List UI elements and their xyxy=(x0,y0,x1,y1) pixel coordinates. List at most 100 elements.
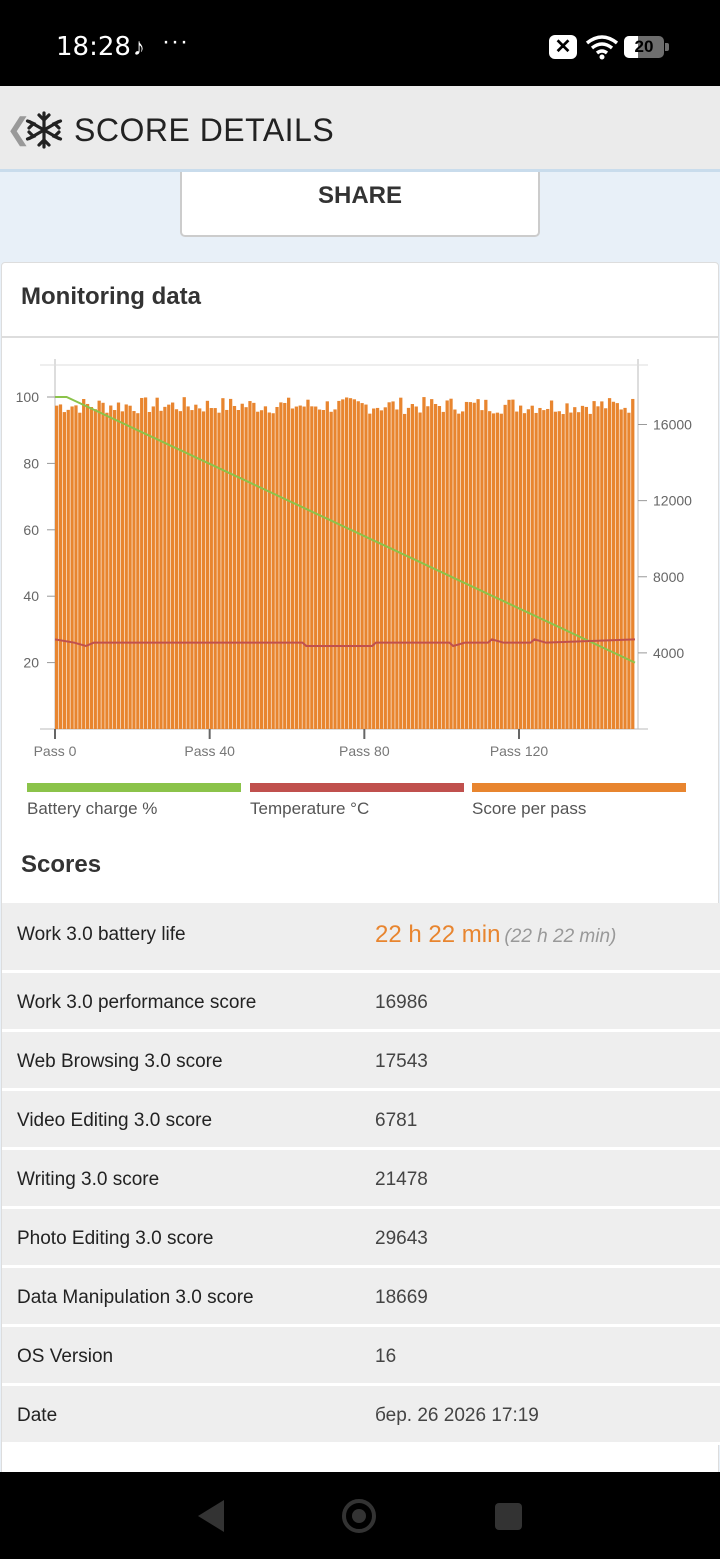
score-bar xyxy=(519,405,523,729)
score-bar xyxy=(557,411,561,729)
nav-home-icon[interactable] xyxy=(342,1499,376,1533)
score-bar xyxy=(573,407,577,729)
score-bar xyxy=(337,400,341,729)
monitoring-card: Monitoring data 100 80 60 40 20 16000 12000 800… xyxy=(1,262,720,1472)
score-bar xyxy=(267,412,271,729)
score-bar xyxy=(325,401,329,729)
score-bar xyxy=(178,411,182,729)
left-tick-label: 60 xyxy=(23,522,39,538)
table-row: Work 3.0 performance score 16986 xyxy=(2,973,720,1032)
score-bar xyxy=(317,409,322,729)
score-bar xyxy=(549,400,554,729)
scores-title: Scores xyxy=(21,851,102,878)
score-bar xyxy=(348,398,353,729)
score-bar xyxy=(341,399,345,729)
row-value: 16 xyxy=(375,1346,397,1367)
score-bar xyxy=(329,411,333,729)
x-tick-label: Pass 80 xyxy=(339,743,390,759)
score-bar xyxy=(403,413,407,729)
score-bar xyxy=(89,407,94,729)
nav-recents-icon[interactable] xyxy=(495,1503,522,1530)
row-label: Date xyxy=(17,1405,58,1426)
score-bar xyxy=(430,399,434,729)
score-bar xyxy=(453,409,457,729)
score-bar xyxy=(198,408,202,729)
row-label: Work 3.0 battery life xyxy=(17,924,186,945)
right-tick-label: 16000 xyxy=(653,417,692,433)
navigation-bar xyxy=(0,1472,720,1559)
legend-temperature: Temperature °C xyxy=(250,783,464,819)
score-bar xyxy=(194,404,198,729)
legend-label-score: Score per pass xyxy=(472,799,587,818)
score-bar xyxy=(426,406,430,729)
score-bar xyxy=(93,409,97,729)
score-bar xyxy=(259,410,264,729)
table-row: Video Editing 3.0 score 6781 xyxy=(2,1091,720,1150)
score-bar xyxy=(140,397,144,729)
score-bar xyxy=(468,402,472,729)
score-bar xyxy=(511,399,515,729)
score-bar xyxy=(109,405,113,729)
score-bar xyxy=(159,410,163,729)
score-bar xyxy=(256,411,260,729)
x-tick-label: Pass 120 xyxy=(490,743,549,759)
row-label: Web Browsing 3.0 score xyxy=(17,1051,223,1072)
score-bar xyxy=(503,404,507,729)
score-bar xyxy=(132,411,136,729)
score-bar xyxy=(287,397,291,729)
score-bar xyxy=(283,402,287,729)
score-bar xyxy=(263,406,268,729)
score-bar xyxy=(85,403,90,729)
score-bar xyxy=(244,407,248,729)
score-bar xyxy=(314,406,318,729)
score-bar xyxy=(499,413,503,729)
score-bar xyxy=(360,403,364,729)
share-button[interactable]: SHARE xyxy=(180,172,540,237)
legend-swatch-battery xyxy=(27,783,241,792)
score-bar xyxy=(310,406,314,729)
score-bar xyxy=(124,404,128,729)
row-value: 6781 xyxy=(375,1110,418,1131)
left-tick-label: 80 xyxy=(23,455,39,471)
score-bar xyxy=(387,402,391,729)
score-bar xyxy=(205,400,210,729)
score-bar xyxy=(225,409,229,729)
score-bar xyxy=(55,405,59,729)
score-bar xyxy=(70,406,74,729)
battery-life-value: 22 h 22 min xyxy=(375,921,501,948)
score-bar xyxy=(151,406,155,729)
score-bar xyxy=(488,411,492,729)
score-bar xyxy=(163,406,167,729)
score-bar xyxy=(345,397,349,729)
score-bar xyxy=(418,412,422,729)
score-bar xyxy=(383,407,387,729)
table-row: Photo Editing 3.0 score 29643 xyxy=(2,1209,720,1268)
score-bar xyxy=(120,411,124,729)
score-bar xyxy=(209,408,213,729)
score-bar xyxy=(476,399,480,729)
score-bar xyxy=(356,401,360,729)
score-bar xyxy=(534,412,538,729)
nav-back-icon[interactable] xyxy=(198,1500,224,1532)
status-bar: 18:28 ♪ ··· ✕ 20 xyxy=(0,0,720,86)
score-bar xyxy=(379,410,384,729)
row-value: 22 h 22 min (22 h 22 min) xyxy=(375,921,616,949)
score-bar xyxy=(113,410,117,729)
score-bar xyxy=(596,406,600,729)
score-bar xyxy=(271,413,275,729)
score-bar xyxy=(58,404,63,729)
score-bar xyxy=(410,404,414,729)
table-row: Web Browsing 3.0 score 17543 xyxy=(2,1032,720,1091)
right-tick-label: 12000 xyxy=(653,493,692,509)
score-bar xyxy=(321,409,326,729)
row-label: Video Editing 3.0 score xyxy=(17,1110,213,1131)
table-row: OS Version 16 xyxy=(2,1327,720,1386)
score-bar xyxy=(592,401,596,729)
score-bar xyxy=(526,409,530,729)
score-bar xyxy=(368,413,372,729)
score-bar xyxy=(530,405,534,729)
no-sim-icon: ✕ xyxy=(549,35,577,59)
score-bar xyxy=(78,412,82,729)
score-bar xyxy=(457,413,461,729)
score-bar xyxy=(333,409,337,729)
